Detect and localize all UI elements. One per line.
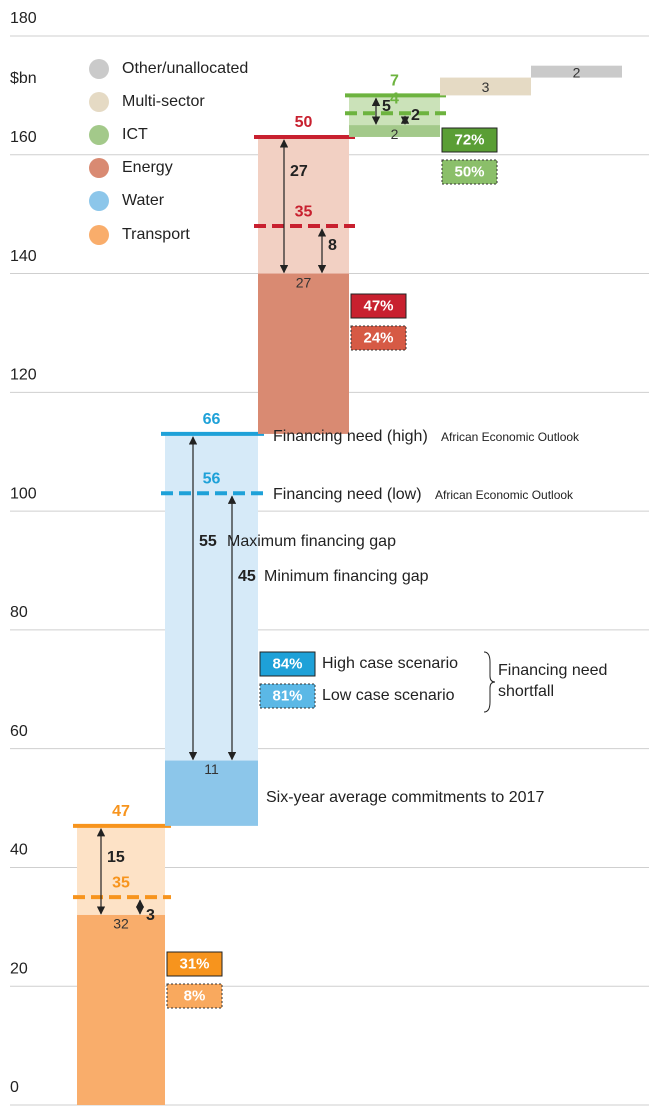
annotation-source: African Economic Outlook: [441, 430, 580, 444]
plot: 020406080100120140160180Transport3247351…: [10, 10, 649, 1106]
y-tick-label: 140: [10, 248, 37, 265]
annotation: Six-year average commitments to 2017: [266, 789, 544, 806]
gap-label: 3: [146, 907, 155, 924]
bracket: [483, 651, 496, 713]
annotation: Financing need: [498, 662, 607, 679]
low-need-label: 56: [203, 471, 221, 488]
gap-label: 2: [411, 107, 420, 124]
y-tick-label: 120: [10, 367, 37, 384]
gap-bar: [77, 825, 165, 915]
commitment-bar: [440, 77, 531, 96]
annotation: Financing need (low): [273, 486, 422, 503]
shortfall-box: [259, 651, 316, 677]
shortfall-label: 50%: [454, 163, 484, 180]
annotation: High case scenario: [322, 655, 458, 672]
shortfall-label: 24%: [363, 329, 393, 346]
gap-bar: [165, 433, 258, 761]
commitment-bar: [349, 125, 440, 137]
commitment-label: 3: [482, 79, 490, 95]
legend-label: Energy: [122, 159, 173, 176]
annotation: Financing need (high): [273, 428, 428, 445]
gap-label: 45: [238, 568, 256, 585]
high-need-label: 66: [203, 411, 221, 428]
shortfall-box: [166, 983, 223, 1009]
legend-swatch: [89, 59, 109, 79]
shortfall-box: [259, 683, 316, 709]
annotation: Minimum financing gap: [264, 568, 429, 585]
high-need-label: 47: [112, 803, 130, 820]
gap-bar: [258, 136, 349, 274]
shortfall-label: 8%: [184, 987, 206, 1004]
legend-label: Water: [122, 192, 165, 209]
shortfall-label: 47%: [363, 297, 393, 314]
gap-label: 8: [328, 237, 337, 254]
low-need-label: 4: [390, 90, 399, 107]
legend-swatch: [89, 191, 109, 211]
commitment-bar: [77, 914, 165, 1105]
shortfall-label: 31%: [179, 955, 209, 972]
low-need-label: 35: [295, 203, 313, 220]
commitment-bar: [165, 760, 258, 826]
y-tick-label: 80: [10, 604, 28, 621]
y-tick-label: 60: [10, 723, 28, 740]
y-tick-label: 160: [10, 129, 37, 146]
gap-label: 15: [107, 849, 125, 866]
gap-bar: [349, 95, 440, 126]
shortfall-box: [166, 951, 223, 977]
shortfall-box: [441, 159, 498, 185]
commitment-label: 2: [573, 64, 581, 80]
legend-label: Multi-sector: [122, 93, 205, 110]
shortfall-box: [441, 127, 498, 153]
high-need-label: 7: [390, 73, 399, 90]
annotation: Low case scenario: [322, 687, 455, 704]
high-need-label: 50: [295, 114, 313, 131]
commitment-label: 2: [391, 126, 399, 142]
legend-swatch: [89, 158, 109, 178]
shortfall-box: [350, 325, 407, 351]
gap-label: 5: [382, 98, 391, 115]
y-tick-label: 180: [10, 10, 37, 27]
commitment-bar: [258, 273, 349, 434]
legend-swatch: [89, 125, 109, 145]
annotation-source: African Economic Outlook: [435, 488, 574, 502]
commitment-bar: [531, 65, 622, 78]
y-tick-label: 100: [10, 485, 37, 502]
legend-swatch: [89, 225, 109, 245]
shortfall-box: [350, 293, 407, 319]
y-tick-label: 20: [10, 960, 28, 977]
annotation: shortfall: [498, 683, 554, 700]
commitment-label: 32: [113, 916, 129, 932]
y-tick-label: 40: [10, 842, 28, 859]
y-tick-label: 0: [10, 1079, 19, 1096]
legend-label: Transport: [122, 226, 190, 243]
shortfall-label: 84%: [272, 655, 302, 672]
commitment-label: 27: [296, 274, 312, 290]
legend-swatch: [89, 92, 109, 112]
shortfall-label: 72%: [454, 131, 484, 148]
gap-label: 55: [199, 533, 217, 550]
annotation: Maximum financing gap: [227, 533, 396, 550]
gap-label: 27: [290, 163, 308, 180]
legend-label: ICT: [122, 126, 148, 143]
shortfall-label: 81%: [272, 687, 302, 704]
low-need-label: 35: [112, 874, 130, 891]
commitment-label: 11: [204, 761, 219, 777]
legend-label: Other/unallocated: [122, 60, 248, 77]
unit-label: $bn: [10, 70, 37, 87]
